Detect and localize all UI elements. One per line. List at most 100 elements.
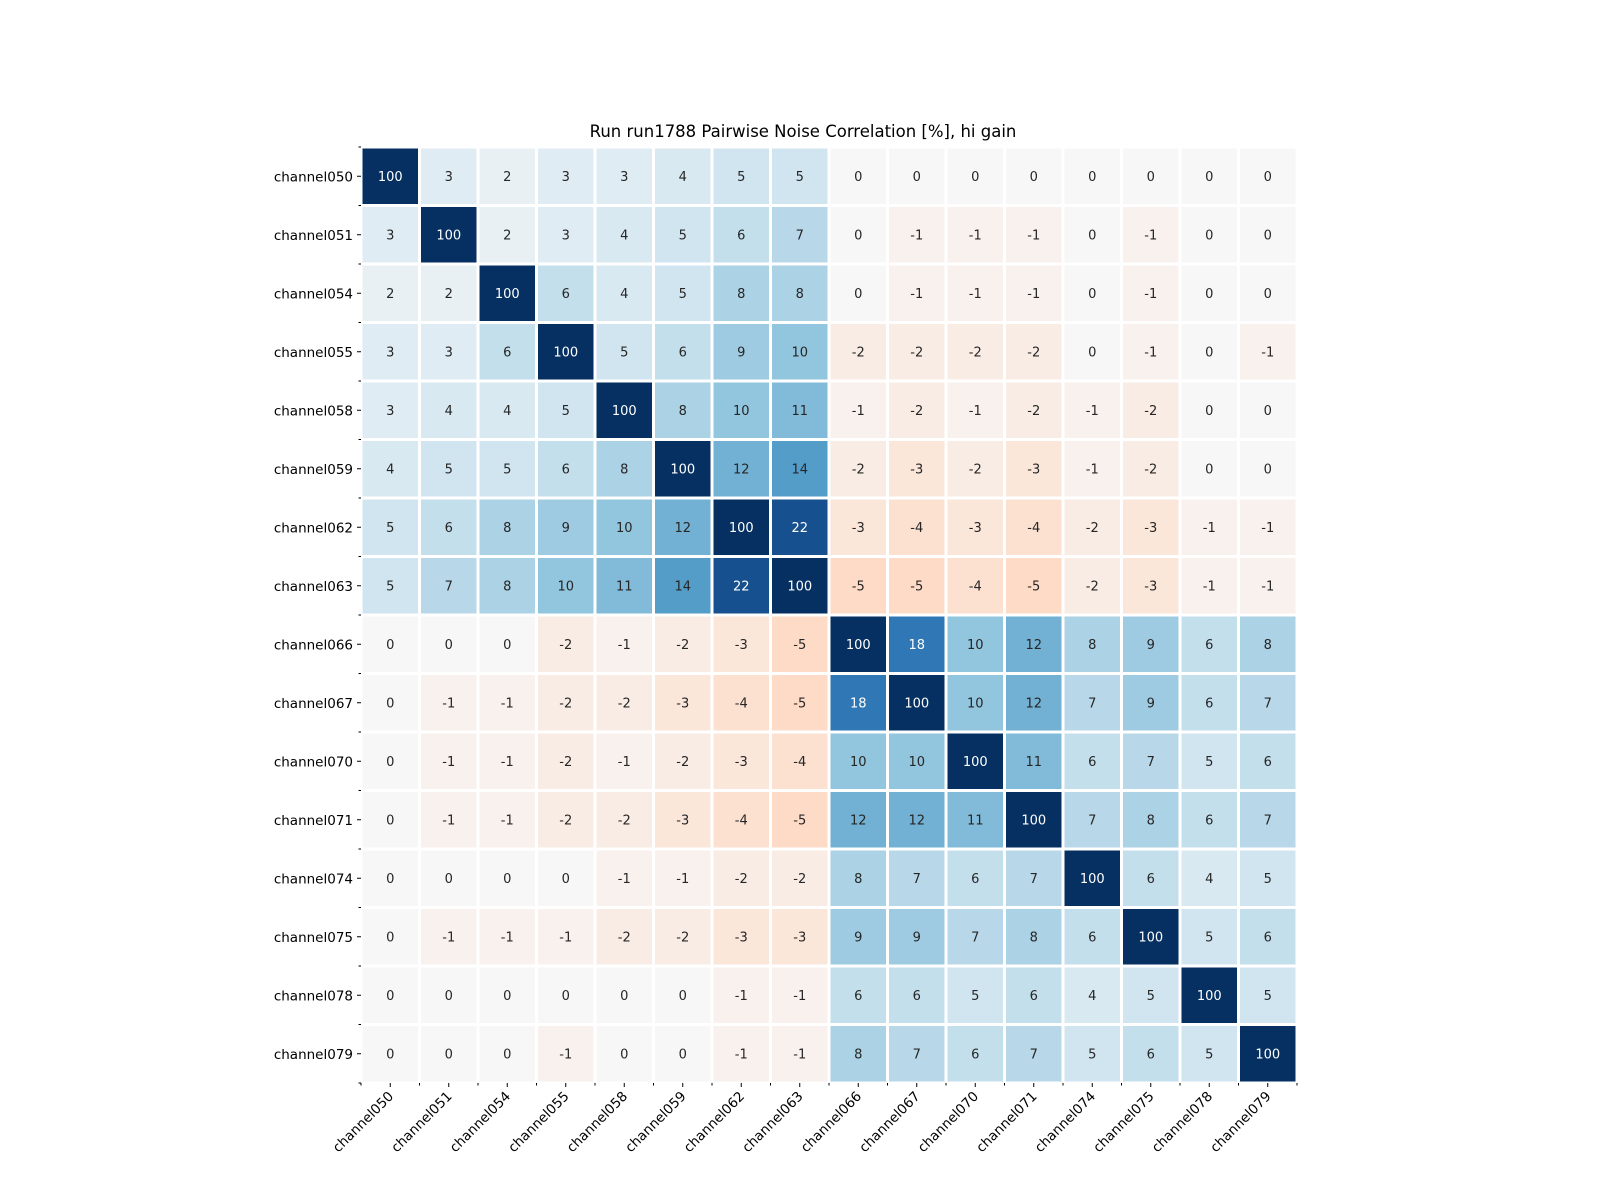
heatmap-cell bbox=[944, 204, 1006, 266]
x-tick-label: channel075 bbox=[1090, 1089, 1157, 1156]
cell-value-label: -1 bbox=[1027, 228, 1040, 243]
cell-value-label: -2 bbox=[1027, 345, 1040, 360]
y-tick-label: channel055 bbox=[274, 345, 353, 361]
cell-value-label: -1 bbox=[501, 755, 514, 770]
heatmap-cell bbox=[769, 964, 831, 1026]
cell-value-label: 3 bbox=[562, 228, 570, 243]
cell-value-label: -5 bbox=[910, 579, 923, 594]
cell-value-label: 3 bbox=[445, 345, 453, 360]
heatmap-cell bbox=[1237, 145, 1299, 207]
cell-value-label: 10 bbox=[733, 404, 750, 419]
cell-value-label: -1 bbox=[501, 930, 514, 945]
y-tick-label: channel063 bbox=[274, 579, 353, 595]
cell-value-label: 6 bbox=[1205, 696, 1213, 711]
cell-value-label: 8 bbox=[503, 579, 511, 594]
y-tick-label: channel071 bbox=[274, 813, 353, 829]
cell-value-label: 7 bbox=[796, 228, 804, 243]
heatmap-cell bbox=[886, 555, 948, 617]
cell-value-label: 8 bbox=[737, 287, 745, 302]
heatmap-cell bbox=[1120, 555, 1182, 617]
cell-value-label: 12 bbox=[1025, 696, 1042, 711]
heatmap-cell bbox=[652, 613, 714, 675]
heatmap-cell bbox=[1061, 906, 1123, 968]
heatmap-cell bbox=[535, 672, 597, 734]
cell-value-label: 100 bbox=[553, 345, 578, 360]
cell-value-label: 0 bbox=[386, 755, 394, 770]
x-tick-label: channel051 bbox=[388, 1089, 455, 1156]
cell-value-label: 2 bbox=[503, 228, 511, 243]
cell-value-label: 10 bbox=[616, 521, 633, 536]
cell-value-label: -1 bbox=[559, 1047, 572, 1062]
y-tick-label: channel062 bbox=[274, 520, 353, 536]
cell-value-label: 12 bbox=[1025, 638, 1042, 653]
cell-value-label: 2 bbox=[445, 287, 453, 302]
cell-value-label: 6 bbox=[679, 345, 687, 360]
cell-value-label: 5 bbox=[1205, 930, 1213, 945]
cell-value-label: -2 bbox=[559, 755, 572, 770]
cell-value-label: 11 bbox=[1025, 755, 1042, 770]
cell-value-label: -2 bbox=[793, 872, 806, 887]
cell-value-label: 5 bbox=[679, 287, 687, 302]
heatmap-cells: 100 3 2 3 3 4 5 5 0 0 0 0 0 0 0 03 100 2 3 4 5 6 7 0 -1 -1 -1 0 -1 0 0… bbox=[359, 145, 1299, 1085]
cell-value-label: -2 bbox=[852, 462, 865, 477]
x-tick-label: channel074 bbox=[1032, 1089, 1099, 1156]
cell-value-label: -2 bbox=[559, 638, 572, 653]
heatmap-cell bbox=[1178, 379, 1240, 441]
heatmap-cell bbox=[769, 906, 831, 968]
cell-value-label: -2 bbox=[969, 345, 982, 360]
y-tick-label: channel066 bbox=[274, 637, 353, 653]
heatmap-cell bbox=[827, 906, 889, 968]
x-tick-label: channel078 bbox=[1149, 1089, 1216, 1156]
cell-value-label: 10 bbox=[791, 345, 808, 360]
cell-value-label: -2 bbox=[910, 345, 923, 360]
cell-value-label: -1 bbox=[1261, 579, 1274, 594]
cell-value-label: 6 bbox=[1264, 930, 1272, 945]
heatmap-cell bbox=[1120, 906, 1182, 968]
cell-value-label: 9 bbox=[1147, 696, 1155, 711]
heatmap-cell bbox=[710, 496, 772, 558]
cell-value-label: 5 bbox=[1264, 989, 1272, 1004]
cell-value-label: 7 bbox=[1088, 813, 1096, 828]
heatmap-cell bbox=[1003, 1023, 1065, 1085]
heatmap-cell bbox=[710, 847, 772, 909]
heatmap-cell bbox=[1237, 613, 1299, 675]
cell-value-label: 0 bbox=[854, 170, 862, 185]
cell-value-label: 5 bbox=[1147, 989, 1155, 1004]
cell-value-label: 0 bbox=[386, 813, 394, 828]
heatmap-cell bbox=[1178, 555, 1240, 617]
cell-value-label: 10 bbox=[850, 755, 867, 770]
cell-value-label: 0 bbox=[1264, 170, 1272, 185]
cell-value-label: 0 bbox=[971, 170, 979, 185]
heatmap-cell bbox=[359, 964, 421, 1026]
cell-value-label: 8 bbox=[1264, 638, 1272, 653]
heatmap-cell bbox=[1178, 964, 1240, 1026]
cell-value-label: 0 bbox=[1205, 170, 1213, 185]
cell-value-label: -5 bbox=[852, 579, 865, 594]
heatmap-cell bbox=[1120, 496, 1182, 558]
cell-value-label: 5 bbox=[1088, 1047, 1096, 1062]
cell-value-label: -1 bbox=[501, 813, 514, 828]
heatmap-cell bbox=[418, 379, 480, 441]
cell-value-label: 0 bbox=[1088, 287, 1096, 302]
cell-value-label: 8 bbox=[679, 404, 687, 419]
cell-value-label: 7 bbox=[913, 1047, 921, 1062]
cell-value-label: 100 bbox=[1080, 872, 1105, 887]
heatmap-cell bbox=[476, 379, 538, 441]
cell-value-label: -2 bbox=[910, 404, 923, 419]
cell-value-label: 0 bbox=[1088, 170, 1096, 185]
cell-value-label: 9 bbox=[913, 930, 921, 945]
heatmap-cell bbox=[944, 438, 1006, 500]
cell-value-label: 10 bbox=[967, 696, 984, 711]
cell-value-label: 4 bbox=[445, 404, 453, 419]
cell-value-label: 9 bbox=[562, 521, 570, 536]
heatmap-cell bbox=[359, 672, 421, 734]
cell-value-label: 100 bbox=[846, 638, 871, 653]
heatmap-cell bbox=[418, 321, 480, 383]
heatmap-cell bbox=[1237, 672, 1299, 734]
cell-value-label: 100 bbox=[495, 287, 520, 302]
x-tick-label: channel055 bbox=[505, 1089, 572, 1156]
cell-value-label: 6 bbox=[1264, 755, 1272, 770]
cell-value-label: -1 bbox=[1144, 228, 1157, 243]
cell-value-label: 4 bbox=[503, 404, 511, 419]
cell-value-label: 0 bbox=[1205, 404, 1213, 419]
